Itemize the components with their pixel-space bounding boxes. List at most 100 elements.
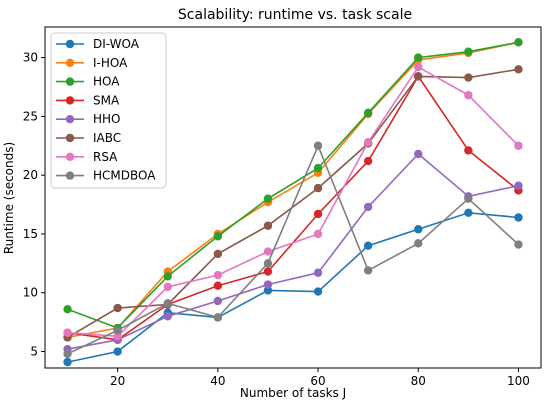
data-point-hoa (263, 194, 273, 203)
data-point-hho (514, 181, 523, 190)
data-point-di-woa (363, 241, 373, 250)
legend: DI-WOA I-HOA HOA SMA HHO IABC RSA HCMDBOA (50, 32, 167, 189)
data-point-rsa (213, 270, 223, 280)
data-point-di-woa (414, 225, 423, 234)
legend-label: RSA (93, 150, 118, 164)
y-axis-label: Runtime (seconds) (2, 142, 16, 254)
x-tick-label: 60 (310, 374, 325, 388)
data-point-iabc (464, 73, 473, 82)
data-point-di-woa (63, 357, 72, 367)
data-point-sma (213, 281, 223, 290)
data-point-iabc (313, 183, 323, 193)
data-point-hcmdboa (113, 326, 122, 335)
legend-marker (65, 171, 75, 180)
legend-label: I-HOA (93, 56, 128, 70)
data-point-hho (414, 149, 423, 159)
legend-item-hoa: HOA (56, 75, 120, 89)
data-point-hoa (163, 272, 172, 281)
series-group (63, 38, 523, 367)
legend-label: IABC (93, 131, 121, 145)
data-point-iabc (213, 249, 223, 259)
data-point-hho (313, 268, 323, 277)
legend-box (50, 32, 167, 189)
legend-item-hho: HHO (56, 112, 121, 126)
data-point-rsa (464, 91, 473, 100)
data-point-iabc (514, 65, 523, 74)
data-point-sma (313, 209, 323, 219)
series-hcmdboa (63, 141, 523, 359)
y-tick-label: 20 (23, 168, 38, 182)
series-hoa (63, 38, 523, 333)
data-point-di-woa (263, 286, 273, 295)
data-point-hoa (63, 305, 72, 314)
x-tick-label: 100 (507, 374, 530, 388)
data-point-hcmdboa (363, 266, 373, 275)
plot-frame (44, 26, 542, 369)
data-point-hho (363, 202, 373, 212)
y-axis: 5 10 15 20 25 30 (23, 51, 45, 359)
data-point-hcmdboa (464, 194, 473, 203)
data-point-rsa (313, 229, 323, 239)
x-axis: 20 40 60 80 100 (110, 368, 530, 388)
chart-title: Scalability: runtime vs. task scale (178, 7, 412, 23)
legend-label: HHO (93, 112, 121, 126)
x-tick-label: 20 (110, 374, 125, 388)
legend-item-di-woa: DI-WOA (56, 37, 140, 51)
data-point-iabc (263, 221, 273, 230)
data-point-sma (363, 156, 373, 166)
y-tick-label: 30 (23, 51, 38, 65)
data-point-hcmdboa (414, 239, 423, 248)
data-point-hho (213, 296, 223, 306)
legend-marker (65, 133, 75, 143)
legend-marker (65, 58, 75, 67)
data-point-hcmdboa (163, 299, 172, 308)
series-line-iabc (67, 68, 519, 339)
data-point-sma (263, 267, 273, 276)
series-di-woa (63, 208, 523, 367)
legend-label: SMA (93, 93, 120, 107)
legend-marker (65, 39, 75, 49)
x-axis-label: Number of tasks J (240, 386, 346, 400)
x-tick-label: 80 (411, 374, 426, 388)
data-point-hcmdboa (514, 240, 523, 249)
legend-item-sma: SMA (56, 93, 120, 107)
legend-marker (65, 152, 75, 161)
y-tick-label: 25 (23, 109, 38, 123)
data-point-hoa (363, 108, 373, 118)
data-point-hcmdboa (63, 349, 72, 359)
series-line-hcmdboa (67, 143, 520, 355)
series-line-hoa (67, 41, 519, 329)
data-point-rsa (163, 282, 172, 292)
legend-item-i-hoa: I-HOA (56, 56, 128, 70)
data-point-iabc (113, 303, 122, 313)
legend-item-iabc: IABC (56, 131, 121, 145)
data-point-sma (464, 146, 473, 155)
series-rsa (63, 62, 523, 341)
series-line-i-hoa (67, 41, 519, 339)
series-iabc (63, 65, 523, 342)
legend-item-rsa: RSA (56, 150, 118, 164)
data-point-di-woa (313, 287, 323, 296)
legend-item-hcmdboa: HCMDBOA (56, 169, 156, 183)
legend-label: HCMDBOA (93, 169, 156, 183)
data-point-hcmdboa (313, 141, 323, 150)
series-line-hho (67, 152, 519, 350)
data-point-hoa (514, 38, 523, 47)
legend-marker (65, 77, 75, 86)
x-tick-label: 40 (210, 374, 225, 388)
data-point-di-woa (464, 208, 473, 217)
data-point-rsa (113, 332, 122, 341)
data-point-rsa (63, 328, 72, 337)
y-tick-label: 15 (23, 227, 38, 241)
data-point-iabc (414, 72, 423, 81)
legend-marker (65, 115, 75, 124)
data-point-rsa (263, 247, 273, 256)
data-point-hoa (414, 53, 423, 62)
series-line-di-woa (67, 211, 519, 363)
data-point-di-woa (113, 347, 122, 356)
data-point-hoa (464, 47, 473, 56)
data-point-hho (263, 280, 273, 289)
legend-label: HOA (93, 75, 120, 89)
data-point-hcmdboa (263, 259, 273, 268)
